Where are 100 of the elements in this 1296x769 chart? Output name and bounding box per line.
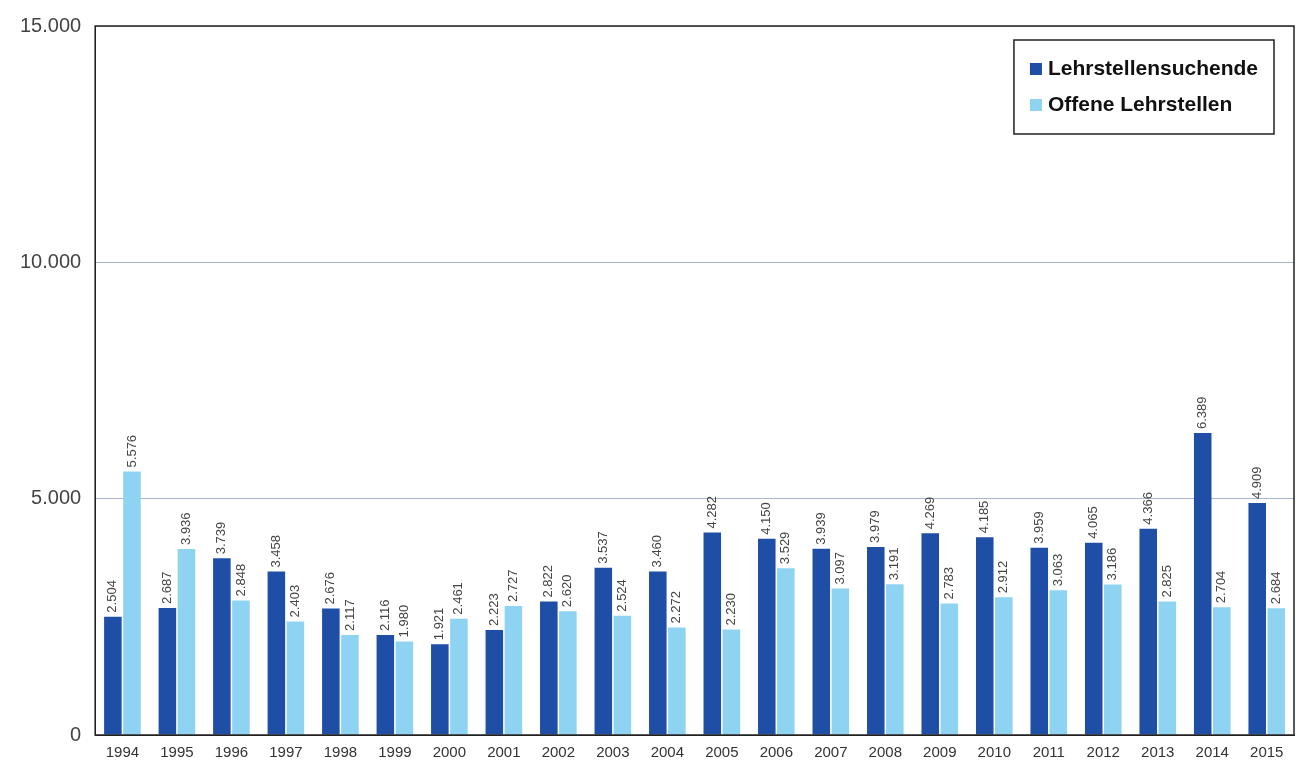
bar [123,471,141,735]
bar [703,532,722,735]
bar [322,608,340,735]
bar [1030,547,1049,735]
data-label: 2.727 [504,569,520,603]
data-label: 3.460 [649,534,665,568]
bar [1248,502,1266,735]
data-label: 2.825 [1158,564,1174,598]
bar [1267,608,1286,735]
bar [376,634,395,735]
bar [267,571,286,735]
data-label: 6.389 [1194,396,1210,430]
legend-label: Lehrstellensuchende [1047,55,1258,79]
x-tick-label: 2006 [759,743,794,761]
data-label: 2.272 [668,591,684,624]
bar [104,616,122,735]
x-tick-label: 2001 [487,743,521,761]
bar [940,603,959,735]
bar [812,548,831,735]
bar [1158,601,1177,735]
data-label: 2.117 [341,599,357,631]
data-label: 4.185 [976,500,992,534]
bar [777,568,795,735]
x-tick-label: 1998 [323,743,358,761]
bar [722,629,741,735]
x-tick-label: 2012 [1086,743,1120,761]
x-tick-label: 1994 [105,743,140,761]
bar [431,644,449,735]
bar [594,567,613,735]
data-label: 3.936 [178,512,194,545]
x-tick-label: 2010 [977,743,1011,761]
data-label: 5.576 [123,434,139,468]
data-label: 2.620 [559,574,575,608]
x-tick-label: 2007 [814,743,848,761]
data-label: 2.524 [613,579,629,612]
bar [341,634,359,735]
data-label: 3.979 [867,510,883,543]
data-label: 2.676 [322,571,338,605]
data-label: 4.366 [1139,492,1155,525]
data-label: 2.403 [287,584,303,618]
legend-label: Offene Lehrstellen [1047,91,1233,115]
bar [921,533,940,735]
data-label: 3.959 [1030,511,1046,544]
bar [1193,433,1212,735]
data-label: 3.097 [831,552,847,585]
bar [613,615,632,735]
x-tick-label: 2000 [432,743,467,761]
data-label: 3.939 [812,512,828,545]
x-tick-label: 1996 [214,743,249,761]
bar [504,606,523,735]
data-label: 3.529 [777,531,793,565]
data-label: 3.458 [267,535,283,568]
y-tick-label: 10.000 [20,249,82,272]
x-tick-label: 2009 [923,743,957,761]
y-tick-label: 15.000 [20,13,82,36]
data-label: 2.223 [485,593,501,626]
x-tick-label: 2013 [1141,743,1175,761]
x-tick-label: 2011 [1032,743,1065,761]
data-label: 4.150 [758,502,774,535]
data-label: 4.269 [921,496,937,530]
bar [395,641,414,735]
data-label: 2.912 [995,560,1011,594]
data-label: 2.684 [1267,571,1283,605]
x-tick-label: 2004 [650,743,685,761]
x-tick-label: 2015 [1250,743,1284,761]
bar [450,618,468,735]
data-label: 2.461 [450,582,466,615]
bar [867,546,885,735]
data-label: 1.980 [395,604,411,638]
x-tick-label: 2005 [705,743,739,761]
data-label: 3.739 [213,521,229,555]
x-tick-label: 1997 [269,743,303,761]
bar [213,558,231,735]
data-label: 4.282 [703,496,719,529]
bar [559,611,577,735]
data-label: 4.909 [1248,466,1264,499]
bar [540,601,558,735]
bar [1049,590,1068,735]
data-label: 3.537 [594,531,610,564]
bar [1139,528,1158,735]
data-label: 2.848 [232,563,248,597]
data-label: 2.822 [540,565,556,598]
bar [758,538,776,735]
data-label: 3.063 [1049,553,1065,587]
data-label: 2.230 [722,593,738,626]
x-tick-label: 2014 [1195,743,1229,761]
data-label: 1.921 [431,607,447,641]
bar [232,600,250,735]
bar [177,548,196,735]
bar [1084,542,1103,735]
x-tick-label: 2008 [868,743,902,761]
bar [831,588,850,735]
bar [668,627,686,735]
data-label: 2.783 [940,566,956,600]
y-tick-label: 5.000 [31,486,82,509]
data-label: 2.687 [158,571,174,604]
data-label: 4.065 [1085,506,1101,539]
data-label: 3.191 [886,547,902,581]
data-label: 2.504 [104,580,120,613]
bar [995,597,1013,735]
